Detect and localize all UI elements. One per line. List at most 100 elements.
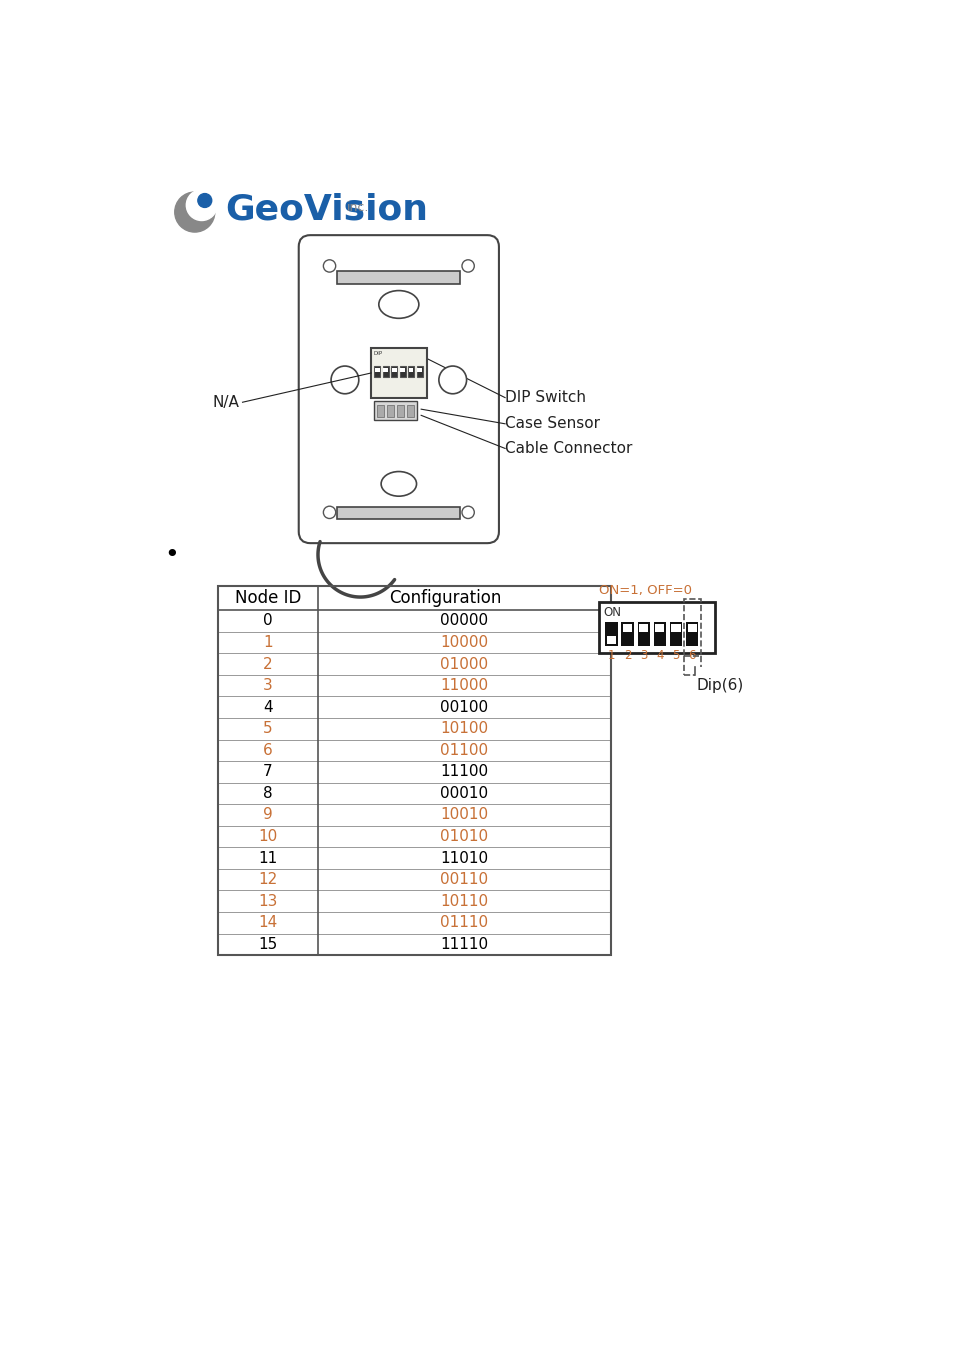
Bar bbox=[336, 508, 460, 520]
Bar bbox=[687, 624, 696, 632]
Text: 2: 2 bbox=[623, 649, 631, 663]
Bar bbox=[685, 622, 698, 645]
Text: 7: 7 bbox=[263, 764, 273, 779]
Bar bbox=[604, 622, 617, 645]
Bar bbox=[639, 624, 648, 632]
Bar bbox=[416, 369, 421, 373]
Bar bbox=[396, 405, 404, 417]
Text: 00100: 00100 bbox=[439, 699, 488, 714]
Text: 4: 4 bbox=[263, 699, 273, 714]
Bar bbox=[391, 366, 396, 377]
Bar bbox=[382, 366, 389, 377]
Bar bbox=[392, 369, 396, 373]
Bar bbox=[371, 347, 426, 398]
Bar bbox=[655, 624, 664, 632]
Circle shape bbox=[461, 506, 474, 518]
Text: ON: ON bbox=[603, 606, 621, 620]
Text: Cable Connector: Cable Connector bbox=[504, 441, 632, 456]
Text: 3: 3 bbox=[263, 678, 273, 693]
Bar bbox=[407, 405, 414, 417]
Circle shape bbox=[197, 193, 212, 208]
Text: 1: 1 bbox=[263, 634, 273, 649]
Bar bbox=[375, 369, 379, 373]
Text: 0: 0 bbox=[263, 613, 273, 628]
Text: 01110: 01110 bbox=[439, 915, 488, 930]
Text: 10: 10 bbox=[258, 829, 277, 844]
Text: Configuration: Configuration bbox=[389, 589, 500, 606]
Text: 10100: 10100 bbox=[439, 721, 488, 736]
Text: 14: 14 bbox=[258, 915, 277, 930]
Bar bbox=[376, 405, 384, 417]
Text: 3: 3 bbox=[639, 649, 647, 663]
Text: 00000: 00000 bbox=[439, 613, 488, 628]
Text: 2: 2 bbox=[263, 656, 273, 671]
Ellipse shape bbox=[381, 471, 416, 497]
Text: GeoVision: GeoVision bbox=[225, 193, 428, 227]
Text: ON=1, OFF=0: ON=1, OFF=0 bbox=[598, 585, 691, 597]
Text: 10000: 10000 bbox=[439, 634, 488, 649]
Circle shape bbox=[438, 366, 466, 394]
Text: DIP Switch: DIP Switch bbox=[504, 390, 585, 405]
Bar bbox=[217, 586, 610, 954]
Text: Node ID: Node ID bbox=[234, 589, 301, 606]
Text: 13: 13 bbox=[258, 894, 277, 909]
Bar bbox=[637, 622, 649, 645]
Text: Case Sensor: Case Sensor bbox=[504, 416, 599, 431]
Text: 00110: 00110 bbox=[439, 872, 488, 887]
Text: 9: 9 bbox=[263, 807, 273, 822]
Bar bbox=[620, 622, 633, 645]
FancyBboxPatch shape bbox=[298, 235, 498, 543]
Ellipse shape bbox=[381, 350, 416, 374]
Bar bbox=[408, 366, 414, 377]
Text: 01000: 01000 bbox=[439, 656, 488, 671]
Text: 15: 15 bbox=[258, 937, 277, 952]
Bar bbox=[387, 405, 394, 417]
Circle shape bbox=[323, 506, 335, 518]
Text: 11: 11 bbox=[258, 850, 277, 865]
Text: 8: 8 bbox=[263, 786, 273, 801]
Text: 11100: 11100 bbox=[439, 764, 488, 779]
Bar bbox=[336, 271, 460, 284]
Text: 11110: 11110 bbox=[439, 937, 488, 952]
Circle shape bbox=[186, 190, 217, 220]
Bar bbox=[399, 366, 405, 377]
Bar bbox=[671, 624, 679, 632]
Bar bbox=[374, 401, 416, 420]
Text: 00010: 00010 bbox=[439, 786, 488, 801]
Bar bbox=[622, 624, 632, 632]
Ellipse shape bbox=[378, 290, 418, 319]
Bar bbox=[683, 599, 700, 656]
Bar bbox=[416, 366, 422, 377]
Circle shape bbox=[461, 259, 474, 273]
Text: DIP: DIP bbox=[373, 351, 382, 355]
Text: 6: 6 bbox=[688, 649, 696, 663]
Bar bbox=[653, 622, 665, 645]
Text: inc.: inc. bbox=[346, 201, 369, 215]
Bar bbox=[400, 369, 405, 373]
Text: 11010: 11010 bbox=[439, 850, 488, 865]
Bar bbox=[383, 369, 388, 373]
Text: 5: 5 bbox=[672, 649, 679, 663]
Bar bbox=[669, 622, 681, 645]
Text: 01010: 01010 bbox=[439, 829, 488, 844]
Text: 10110: 10110 bbox=[439, 894, 488, 909]
Text: 5: 5 bbox=[263, 721, 273, 736]
Bar bbox=[374, 366, 380, 377]
Text: Dip(6): Dip(6) bbox=[696, 678, 742, 693]
Text: 10010: 10010 bbox=[439, 807, 488, 822]
Circle shape bbox=[323, 259, 335, 273]
Text: 12: 12 bbox=[258, 872, 277, 887]
Text: 6: 6 bbox=[263, 743, 273, 757]
Bar bbox=[598, 602, 714, 653]
Text: 01100: 01100 bbox=[439, 743, 488, 757]
Circle shape bbox=[174, 192, 214, 232]
Text: 1: 1 bbox=[607, 649, 615, 663]
Text: •: • bbox=[164, 543, 178, 567]
Bar bbox=[217, 586, 610, 954]
Text: 4: 4 bbox=[656, 649, 663, 663]
Text: N/A: N/A bbox=[213, 394, 239, 410]
Bar bbox=[409, 369, 413, 373]
Text: 11000: 11000 bbox=[439, 678, 488, 693]
Circle shape bbox=[331, 366, 358, 394]
Bar bbox=[606, 636, 616, 644]
